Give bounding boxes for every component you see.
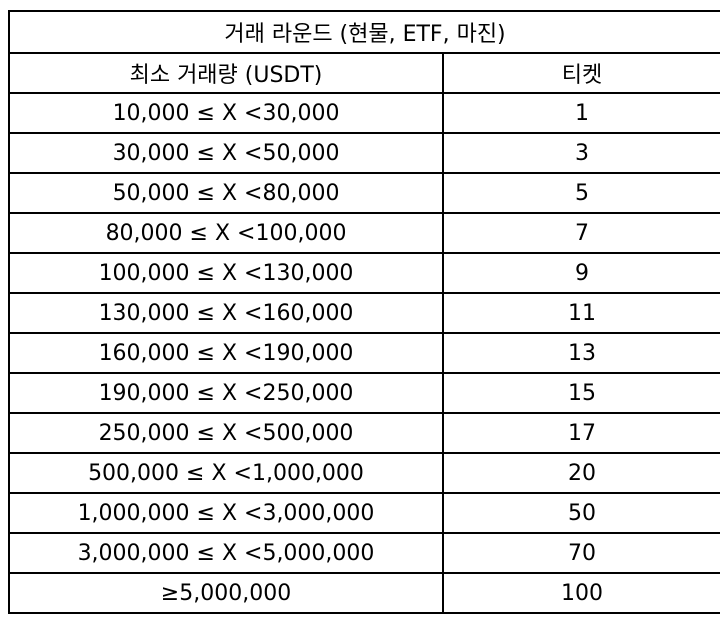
volume-range-cell: 30,000 ≤ X <50,000 xyxy=(8,132,444,174)
table-row: 80,000 ≤ X <100,000 7 xyxy=(8,212,720,254)
header-min-volume: 최소 거래량 (USDT) xyxy=(8,52,444,94)
ticket-table-container: 거래 라운드 (현물, ETF, 마진) 최소 거래량 (USDT) 티켓 10… xyxy=(8,10,720,614)
table-row: 130,000 ≤ X <160,000 11 xyxy=(8,292,720,334)
volume-range-cell: 190,000 ≤ X <250,000 xyxy=(8,372,444,414)
volume-range-cell: 80,000 ≤ X <100,000 xyxy=(8,212,444,254)
table-row: 3,000,000 ≤ X <5,000,000 70 xyxy=(8,532,720,574)
table-row: 1,000,000 ≤ X <3,000,000 50 xyxy=(8,492,720,534)
ticket-count-cell: 11 xyxy=(442,292,720,334)
ticket-count-cell: 17 xyxy=(442,412,720,454)
ticket-table: 거래 라운드 (현물, ETF, 마진) 최소 거래량 (USDT) 티켓 10… xyxy=(8,10,720,614)
volume-range-cell: ≥5,000,000 xyxy=(8,572,444,614)
volume-range-cell: 500,000 ≤ X <1,000,000 xyxy=(8,452,444,494)
table-row: 250,000 ≤ X <500,000 17 xyxy=(8,412,720,454)
ticket-count-cell: 50 xyxy=(442,492,720,534)
table-header-row: 최소 거래량 (USDT) 티켓 xyxy=(8,52,720,94)
ticket-count-cell: 15 xyxy=(442,372,720,414)
volume-range-cell: 10,000 ≤ X <30,000 xyxy=(8,92,444,134)
volume-range-cell: 130,000 ≤ X <160,000 xyxy=(8,292,444,334)
ticket-count-cell: 7 xyxy=(442,212,720,254)
volume-range-cell: 100,000 ≤ X <130,000 xyxy=(8,252,444,294)
ticket-count-cell: 9 xyxy=(442,252,720,294)
table-row: 30,000 ≤ X <50,000 3 xyxy=(8,132,720,174)
table-row: 500,000 ≤ X <1,000,000 20 xyxy=(8,452,720,494)
table-row: ≥5,000,000 100 xyxy=(8,572,720,614)
ticket-count-cell: 20 xyxy=(442,452,720,494)
ticket-count-cell: 3 xyxy=(442,132,720,174)
volume-range-cell: 3,000,000 ≤ X <5,000,000 xyxy=(8,532,444,574)
table-row: 190,000 ≤ X <250,000 15 xyxy=(8,372,720,414)
table-title: 거래 라운드 (현물, ETF, 마진) xyxy=(8,10,720,54)
volume-range-cell: 50,000 ≤ X <80,000 xyxy=(8,172,444,214)
table-title-row: 거래 라운드 (현물, ETF, 마진) xyxy=(8,10,720,54)
ticket-count-cell: 100 xyxy=(442,572,720,614)
volume-range-cell: 250,000 ≤ X <500,000 xyxy=(8,412,444,454)
ticket-count-cell: 13 xyxy=(442,332,720,374)
table-row: 10,000 ≤ X <30,000 1 xyxy=(8,92,720,134)
header-tickets: 티켓 xyxy=(442,52,720,94)
table-row: 100,000 ≤ X <130,000 9 xyxy=(8,252,720,294)
volume-range-cell: 160,000 ≤ X <190,000 xyxy=(8,332,444,374)
ticket-count-cell: 1 xyxy=(442,92,720,134)
ticket-count-cell: 5 xyxy=(442,172,720,214)
ticket-count-cell: 70 xyxy=(442,532,720,574)
table-row: 160,000 ≤ X <190,000 13 xyxy=(8,332,720,374)
volume-range-cell: 1,000,000 ≤ X <3,000,000 xyxy=(8,492,444,534)
table-row: 50,000 ≤ X <80,000 5 xyxy=(8,172,720,214)
